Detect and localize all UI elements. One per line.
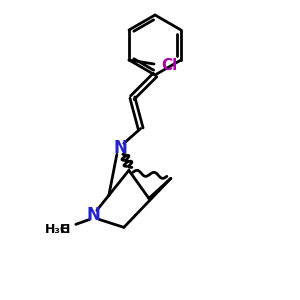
Text: N: N bbox=[87, 206, 101, 224]
Text: N: N bbox=[114, 139, 128, 157]
Text: H₃C: H₃C bbox=[45, 223, 70, 236]
Text: H: H bbox=[59, 223, 70, 236]
Text: Cl: Cl bbox=[161, 58, 177, 73]
